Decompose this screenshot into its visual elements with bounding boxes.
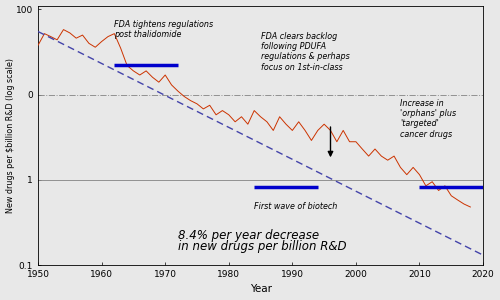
Text: FDA clears backlog
following PDUFA
regulations & perhaps
focus on 1st-in-class: FDA clears backlog following PDUFA regul… [260,32,350,72]
Text: First wave of biotech: First wave of biotech [254,202,338,211]
Y-axis label: New drugs per $billion R&D (log scale): New drugs per $billion R&D (log scale) [6,58,15,213]
X-axis label: Year: Year [250,284,272,294]
Text: 8.4% per year decrease: 8.4% per year decrease [178,230,319,242]
Text: FDA tightens regulations
post thalidomide: FDA tightens regulations post thalidomid… [114,20,214,40]
Text: Increase in
'orphans' plus
'targeted'
cancer drugs: Increase in 'orphans' plus 'targeted' ca… [400,98,456,139]
Text: in new drugs per billion R&D: in new drugs per billion R&D [178,240,346,253]
